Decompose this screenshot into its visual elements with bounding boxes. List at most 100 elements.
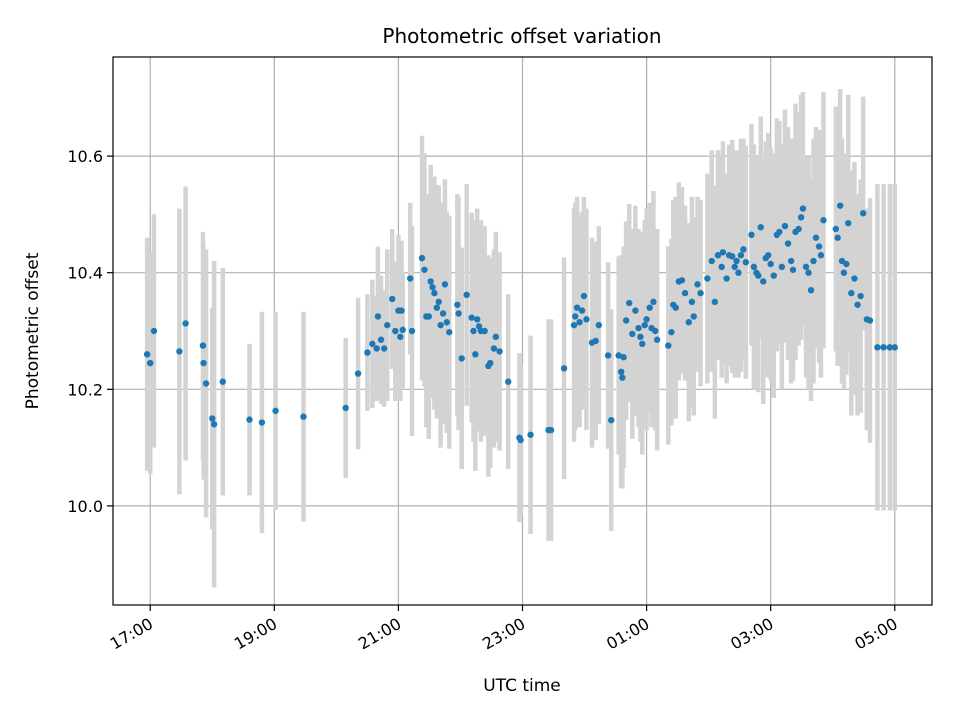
data-point [373,345,380,352]
data-point [770,272,777,279]
data-point [643,316,650,323]
data-point [672,304,679,311]
data-point [805,269,812,276]
data-point [765,252,772,259]
data-point [711,298,719,306]
data-point [810,257,817,265]
data-point [481,327,488,335]
data-point [874,344,881,351]
data-point [740,246,747,253]
data-point [425,313,433,320]
data-point [454,301,461,308]
data-point [176,348,183,355]
data-point [468,314,475,321]
data-point [441,281,449,288]
data-point [848,289,855,297]
data-point [496,348,503,355]
data-point [880,344,887,351]
data-point [681,289,689,297]
data-point [272,407,279,415]
data-point [377,336,385,343]
data-point [560,365,568,372]
data-point [354,370,362,377]
data-point [731,263,738,271]
data-point [182,320,189,327]
data-point [784,240,792,247]
data-point [626,299,633,307]
data-point [653,336,661,343]
error-bar-layer [144,89,898,588]
data-point [487,359,494,367]
data-point [708,257,715,265]
data-point [300,413,307,420]
data-point [742,259,750,266]
data-point [620,354,627,361]
data-point [418,254,426,262]
data-point [427,278,434,285]
x-tick-label: 05:00 [851,614,900,654]
data-point [688,298,696,306]
data-point [685,319,692,326]
data-point [665,342,672,349]
data-point [750,263,758,271]
data-point [641,321,648,329]
data-point [650,298,657,306]
data-point [778,263,786,271]
data-point-layer [143,202,898,444]
data-point [202,380,210,387]
data-point [851,275,858,282]
y-tick-label: 10.2 [67,380,103,399]
data-point [439,310,447,317]
data-point [150,327,158,335]
data-point [492,333,500,341]
data-point [547,426,555,434]
data-point [812,234,820,241]
data-point [455,310,462,317]
data-point [209,415,216,422]
y-axis-title: Photometric offset [23,252,43,409]
data-point [737,252,745,259]
data-point [886,344,894,351]
data-point [815,243,823,250]
data-point [619,374,626,381]
data-point [592,337,599,345]
data-point [817,252,825,259]
data-point [843,260,850,268]
data-point [398,307,405,314]
data-point [629,330,636,338]
data-point [857,292,864,300]
data-point [392,327,399,335]
data-point [639,340,646,348]
data-point [697,289,704,297]
data-point [458,355,465,362]
data-point [342,404,349,412]
data-point [735,269,742,276]
data-point [246,416,253,423]
data-point [704,275,711,282]
data-point [446,328,453,336]
x-tick-label: 03:00 [727,614,776,654]
data-point [573,304,581,311]
data-point [219,378,227,385]
data-point [776,228,783,236]
x-tick-label: 19:00 [231,614,280,654]
data-point [143,351,151,358]
data-point [678,277,686,284]
data-point [635,324,642,332]
data-point [637,333,644,341]
y-tick-label: 10.4 [67,264,103,283]
data-point [572,313,579,320]
data-point [795,225,802,233]
data-point [429,284,436,291]
data-point [374,313,382,320]
data-point [760,278,767,285]
data-point [789,266,797,273]
data-point [369,340,376,348]
data-point [199,342,207,349]
data-point [408,327,416,335]
data-point [840,269,848,276]
data-point [604,352,612,359]
data-point [615,352,622,359]
data-point [389,295,396,303]
